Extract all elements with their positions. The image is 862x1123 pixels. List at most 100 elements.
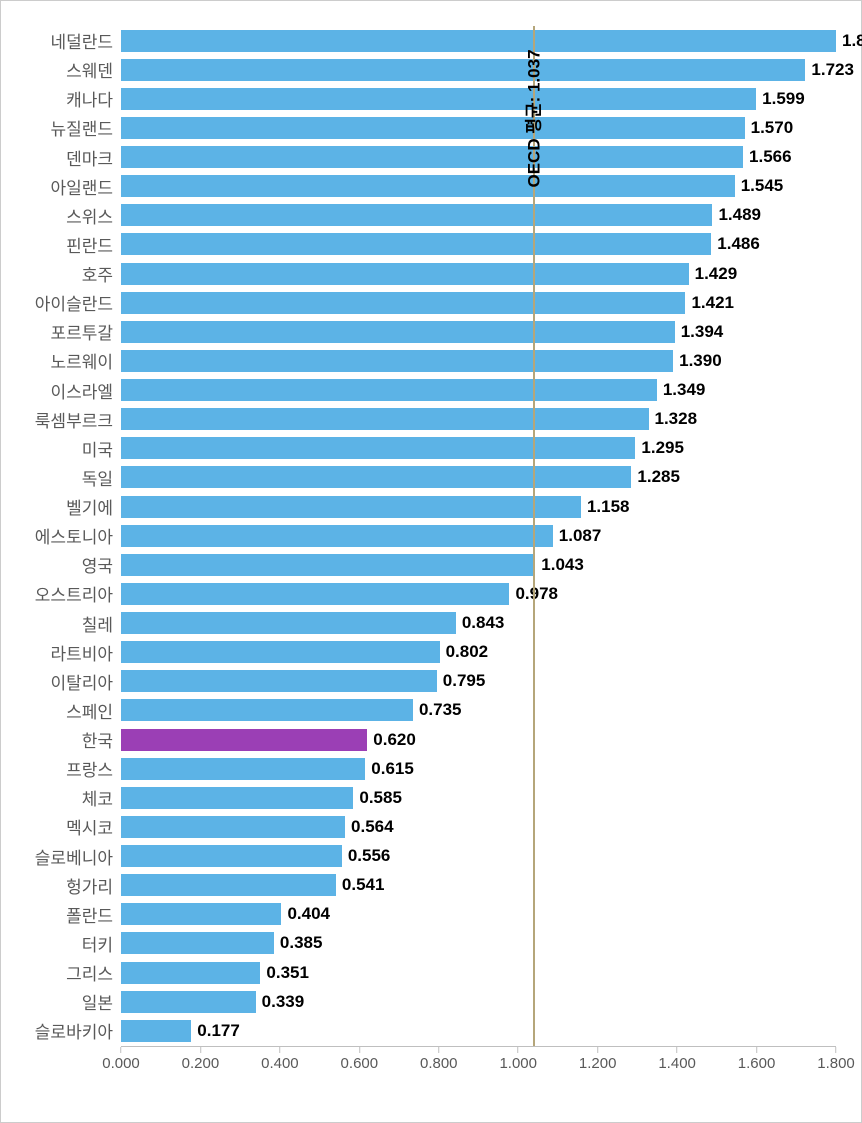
bar-value-label: 1.566 [743,147,792,167]
bar-row: 덴마크1.566 [121,143,836,172]
bar: 0.541 [121,874,336,896]
bar-row: 터키0.385 [121,929,836,958]
bar: 0.802 [121,641,440,663]
bar: 1.158 [121,496,581,518]
bar-value-label: 0.351 [260,963,309,983]
bar-category-label: 이스라엘 [50,378,121,403]
x-axis-tick: 1.200 [579,1047,617,1072]
bar-row: 캐나다1.599 [121,84,836,113]
bar-value-label: 0.177 [191,1021,240,1041]
x-axis-tick-mark [518,1047,519,1053]
chart-container: 네덜란드1.833스웨덴1.723캐나다1.599뉴질랜드1.570덴마크1.5… [0,0,862,1123]
bar-value-label: 0.843 [456,613,505,633]
bar: 0.620 [121,729,367,751]
bar-value-label: 1.394 [675,322,724,342]
bar-category-label: 일본 [82,989,121,1014]
bar-category-label: 터키 [82,931,121,956]
bar-value-label: 0.564 [345,817,394,837]
bar-row: 핀란드1.486 [121,230,836,259]
bar-row: 영국1.043 [121,550,836,579]
bar-value-label: 0.556 [342,846,391,866]
bar-category-label: 에스토니아 [35,523,121,548]
bar-row: 스페인0.735 [121,696,836,725]
bar: 1.285 [121,466,631,488]
bar: 1.599 [121,88,756,110]
x-axis-tick-mark [756,1047,757,1053]
bar-category-label: 프랑스 [66,756,121,781]
bar-value-label: 1.043 [535,555,584,575]
bar-row: 스웨덴1.723 [121,55,836,84]
x-axis-tick-mark [835,1047,836,1053]
bar-row: 아일랜드1.545 [121,172,836,201]
bar: 1.489 [121,204,712,226]
bar-value-label: 1.421 [685,293,734,313]
bar-category-label: 스웨덴 [66,57,121,82]
average-reference-label: OECD 평균: 1.037 [519,49,544,187]
x-axis-tick: 1.400 [658,1047,696,1072]
bar: 0.615 [121,758,365,780]
bar-row: 벨기에1.158 [121,492,836,521]
x-axis-tick-mark [279,1047,280,1053]
bar-row: 뉴질랜드1.570 [121,113,836,142]
x-axis-tick: 0.600 [341,1047,379,1072]
x-axis-tick: 0.400 [261,1047,299,1072]
bar-value-label: 1.833 [836,31,862,51]
x-axis-tick: 1.000 [499,1047,537,1072]
bar-category-label: 네덜란드 [50,28,121,53]
bar-row: 이탈리아0.795 [121,667,836,696]
bar-value-label: 1.486 [711,234,760,254]
bar: 0.735 [121,699,413,721]
bar: 0.585 [121,787,353,809]
bar: 1.087 [121,525,553,547]
bar: 1.429 [121,263,689,285]
x-axis-tick: 0.200 [182,1047,220,1072]
bar-category-label: 미국 [82,436,121,461]
bar-category-label: 슬로베니아 [35,844,121,869]
bar-value-label: 1.295 [635,438,684,458]
bar-row: 오스트리아0.978 [121,579,836,608]
bar: 0.339 [121,991,256,1013]
bar-row: 독일1.285 [121,463,836,492]
bar-value-label: 0.541 [336,875,385,895]
bar: 0.404 [121,903,281,925]
bar-value-label: 1.723 [805,60,854,80]
bar: 1.421 [121,292,685,314]
bar-value-label: 0.735 [413,700,462,720]
bar: 1.295 [121,437,635,459]
x-axis-tick-label: 1.000 [499,1055,537,1072]
bar-row: 네덜란드1.833 [121,26,836,55]
x-axis-tick-label: 0.000 [102,1055,140,1072]
bar: 0.556 [121,845,342,867]
bar-row: 일본0.339 [121,987,836,1016]
bar-value-label: 1.489 [712,205,761,225]
bar-category-label: 오스트리아 [35,581,121,606]
bar-value-label: 1.570 [745,118,794,138]
bar-category-label: 아일랜드 [50,174,121,199]
bar-row: 슬로베니아0.556 [121,842,836,871]
bar-category-label: 독일 [82,465,121,490]
bar-row: 라트비아0.802 [121,638,836,667]
bar-row: 에스토니아1.087 [121,521,836,550]
bar-row: 스위스1.489 [121,201,836,230]
bar: 0.978 [121,583,509,605]
bar-category-label: 멕시코 [66,814,121,839]
bar-row: 헝가리0.541 [121,871,836,900]
bars-region: 네덜란드1.833스웨덴1.723캐나다1.599뉴질랜드1.570덴마크1.5… [121,26,836,1046]
bar-category-label: 포르투갈 [50,319,121,344]
bar-category-label: 그리스 [66,960,121,985]
bar: 0.843 [121,612,456,634]
x-axis-tick-label: 0.200 [182,1055,220,1072]
bar: 1.545 [121,175,735,197]
bar-value-label: 1.429 [689,264,738,284]
bar-value-label: 0.620 [367,730,416,750]
bar-category-label: 이탈리아 [50,669,121,694]
bar-value-label: 0.339 [256,992,305,1012]
plot-area: 네덜란드1.833스웨덴1.723캐나다1.599뉴질랜드1.570덴마크1.5… [121,26,836,1076]
bar-row: 포르투갈1.394 [121,317,836,346]
bar-value-label: 1.545 [735,176,784,196]
bar-category-label: 덴마크 [66,145,121,170]
bar: 0.351 [121,962,260,984]
bar-value-label: 0.385 [274,933,323,953]
bar: 1.349 [121,379,657,401]
x-axis: 0.0000.2000.4000.6000.8001.0001.2001.400… [121,1046,836,1076]
